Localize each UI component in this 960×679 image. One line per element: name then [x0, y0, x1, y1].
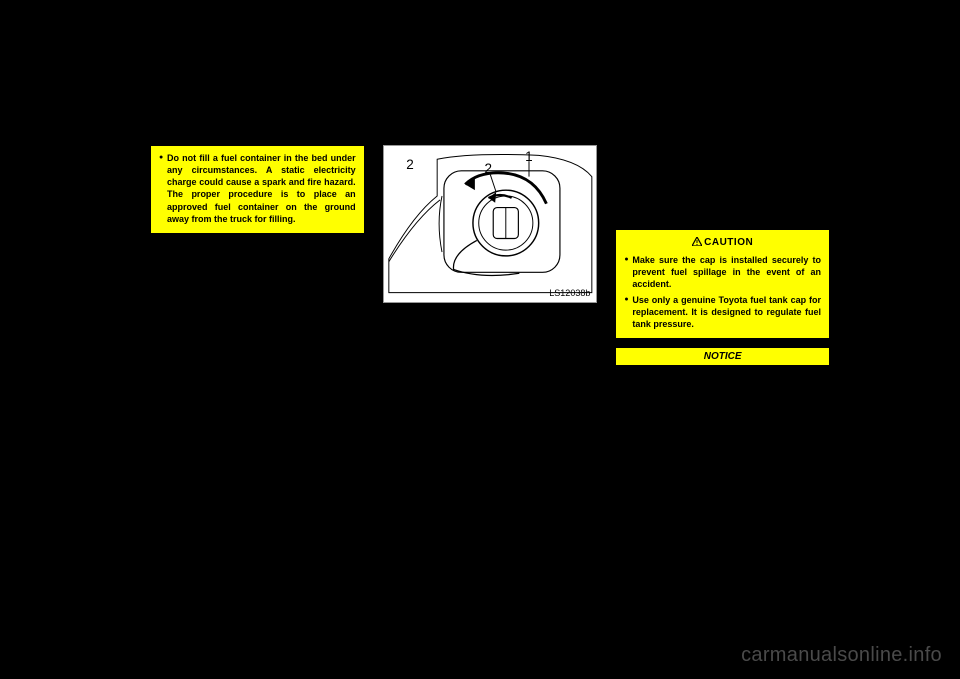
manual-page: Do not fill a fuel container in the bed … — [150, 145, 830, 525]
watermark: carmanualsonline.info — [741, 644, 942, 667]
caution-box: CAUTION Make sure the cap is installed s… — [615, 229, 830, 339]
caution-item: Use only a genuine Toyota fuel tank cap … — [624, 294, 821, 330]
caution-item: Make sure the cap is installed se­curely… — [624, 254, 821, 290]
notice-label: NOTICE — [704, 351, 742, 362]
spacer — [615, 145, 830, 229]
warning-triangle-icon — [692, 237, 702, 246]
caution-label: CAUTION — [704, 237, 753, 248]
notice-bar: NOTICE — [615, 347, 830, 365]
callout-2-inner: 2 — [484, 161, 492, 176]
warning-item: Do not fill a fuel container in the bed … — [159, 152, 356, 225]
callout-2-outer: 2 — [406, 157, 414, 172]
warning-box-left: Do not fill a fuel container in the bed … — [150, 145, 365, 234]
fuel-cap-figure: 2 2 1 LS12038b — [383, 145, 598, 303]
fuel-cap-svg: 2 2 1 — [384, 146, 597, 302]
warning-text: Do not fill a fuel container in the bed … — [167, 153, 356, 224]
caution-header: CAUTION — [624, 236, 821, 250]
caution-text: Make sure the cap is installed se­curely… — [632, 255, 821, 289]
caution-text: Use only a genuine Toyota fuel tank cap … — [632, 295, 821, 329]
column-2: 2 2 1 LS12038b — [383, 145, 598, 525]
callout-1: 1 — [525, 149, 533, 164]
column-3: CAUTION Make sure the cap is installed s… — [615, 145, 830, 525]
figure-code: LS12038b — [549, 288, 590, 298]
column-1: Do not fill a fuel container in the bed … — [150, 145, 365, 525]
